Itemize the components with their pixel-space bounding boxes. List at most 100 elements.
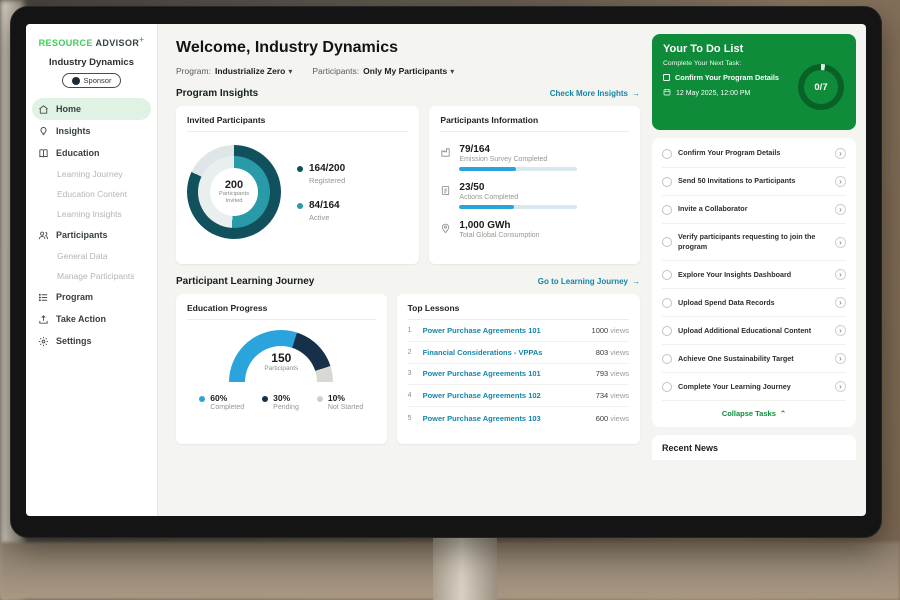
lesson-link[interactable]: Power Purchase Agreements 103 bbox=[422, 413, 541, 423]
task-label: Send 50 Invitations to Participants bbox=[678, 176, 796, 186]
book-icon bbox=[39, 148, 48, 158]
task-row-upload-spend-data[interactable]: Upload Spend Data Records › bbox=[662, 289, 846, 318]
chevron-right-icon[interactable]: › bbox=[835, 381, 846, 393]
sidebar-item-program[interactable]: Program bbox=[26, 286, 157, 308]
stat-label: Total Global Consumption bbox=[459, 232, 540, 239]
sidebar-item-participants[interactable]: Participants bbox=[26, 224, 157, 246]
go-to-learning-journey-link[interactable]: Go to Learning Journey → bbox=[538, 277, 640, 286]
sidebar-item-learning-journey[interactable]: Learning Journey bbox=[26, 164, 157, 184]
task-row-verify-participants[interactable]: Verify participants requesting to join t… bbox=[662, 224, 846, 262]
checklist-icon bbox=[440, 183, 451, 196]
sidebar-item-label: Participants bbox=[56, 230, 108, 240]
learning-journey-title: Participant Learning Journey bbox=[176, 276, 315, 287]
checkbox-icon[interactable] bbox=[663, 74, 670, 81]
checkbox-icon[interactable] bbox=[662, 381, 672, 392]
sidebar-item-home[interactable]: Home bbox=[32, 98, 151, 120]
legend-label: Active bbox=[309, 212, 330, 222]
collapse-tasks-button[interactable]: Collapse Tasks ⌃ bbox=[662, 401, 846, 427]
sidebar-item-take-action[interactable]: Take Action bbox=[26, 308, 157, 330]
legend-not-started: 10% Not Started bbox=[316, 393, 364, 411]
checkbox-icon[interactable] bbox=[662, 353, 672, 364]
chevron-right-icon[interactable]: › bbox=[835, 297, 846, 309]
task-row-complete-learning-journey[interactable]: Complete Your Learning Journey › bbox=[662, 373, 846, 402]
participants-filter[interactable]: Participants: Only My Participants ▾ bbox=[312, 66, 454, 76]
legend-value: 164/200 bbox=[309, 162, 346, 174]
dashboard-screen: RESOURCE ADVISOR+ Industry Dynamics Spon… bbox=[26, 24, 866, 516]
task-row-upload-educational-content[interactable]: Upload Additional Educational Content › bbox=[662, 317, 846, 346]
legend-value: 10% bbox=[327, 393, 345, 403]
checkbox-icon[interactable] bbox=[662, 204, 672, 215]
todo-progress-ring: 0/7 bbox=[798, 64, 844, 110]
org-name: Industry Dynamics bbox=[49, 57, 134, 68]
task-row-invite-collaborator[interactable]: Invite a Collaborator › bbox=[662, 196, 846, 224]
lesson-views: 600 views bbox=[595, 413, 629, 423]
checkbox-icon[interactable] bbox=[662, 297, 672, 308]
lesson-row: 2 Financial Considerations - VPPAs 803 vi… bbox=[407, 342, 629, 364]
todo-panel: Your To Do List Complete Your Next Task:… bbox=[652, 24, 866, 516]
chevron-right-icon[interactable]: › bbox=[835, 204, 846, 215]
program-filter-label: Program: bbox=[176, 66, 211, 76]
check-more-insights-link[interactable]: Check More Insights → bbox=[550, 89, 640, 98]
sidebar-item-education-content[interactable]: Education Content bbox=[26, 184, 157, 204]
link-label: Check More Insights bbox=[549, 89, 628, 98]
sidebar-item-manage-participants[interactable]: Manage Participants bbox=[26, 266, 157, 286]
monitor-bezel: RESOURCE ADVISOR+ Industry Dynamics Spon… bbox=[10, 6, 882, 538]
legend-completed: 60% Completed bbox=[199, 393, 244, 411]
chevron-down-icon: ▾ bbox=[450, 66, 455, 76]
legend-label: Not Started bbox=[327, 404, 364, 411]
card-title: Participants Information bbox=[440, 115, 629, 132]
sidebar-item-label: Education Content bbox=[57, 189, 127, 199]
participants-filter-value: Only My Participants bbox=[363, 66, 448, 76]
arrow-right-icon: → bbox=[632, 89, 640, 98]
task-row-confirm-program[interactable]: Confirm Your Program Details › bbox=[662, 140, 846, 168]
checkbox-icon[interactable] bbox=[662, 176, 672, 187]
gauge-center-value: 150 bbox=[271, 351, 292, 365]
app-logo: RESOURCE ADVISOR+ bbox=[26, 35, 157, 48]
education-gauge-chart: 150 Participants bbox=[229, 330, 334, 382]
invited-participants-card: Invited Participants 200 Participants In… bbox=[176, 106, 420, 264]
sidebar-item-settings[interactable]: Settings bbox=[26, 330, 157, 352]
chevron-right-icon[interactable]: › bbox=[835, 325, 846, 337]
link-label: Go to Learning Journey bbox=[537, 277, 628, 286]
task-row-achieve-target[interactable]: Achieve One Sustainability Target › bbox=[662, 345, 846, 374]
calendar-icon bbox=[663, 88, 671, 98]
gauge-center: 150 Participants bbox=[229, 351, 333, 372]
checkbox-icon[interactable] bbox=[662, 237, 672, 248]
sidebar-item-education[interactable]: Education bbox=[26, 142, 157, 164]
chevron-right-icon[interactable]: › bbox=[835, 269, 846, 281]
completed-dot-icon bbox=[199, 396, 206, 402]
chevron-right-icon[interactable]: › bbox=[835, 353, 846, 365]
stat-global-consumption: 1,000 GWh Total Global Consumption bbox=[440, 220, 629, 239]
registered-dot-icon bbox=[297, 165, 303, 172]
sidebar-item-general-data[interactable]: General Data bbox=[26, 246, 157, 266]
todo-next-task[interactable]: Confirm Your Program Details bbox=[663, 73, 798, 82]
legend-pending: 30% Pending bbox=[262, 393, 299, 411]
checkbox-icon[interactable] bbox=[662, 269, 672, 280]
lesson-link[interactable]: Power Purchase Agreements 101 bbox=[422, 369, 541, 379]
chevron-right-icon[interactable]: › bbox=[835, 176, 846, 187]
stat-actions-completed: 23/50 Actions Completed bbox=[440, 182, 629, 209]
checkbox-icon[interactable] bbox=[662, 148, 672, 159]
education-progress-card: Education Progress 150 Participants bbox=[176, 294, 387, 444]
sidebar-item-label: Program bbox=[56, 292, 94, 302]
todo-summary-card: Your To Do List Complete Your Next Task:… bbox=[652, 34, 856, 130]
task-row-send-invitations[interactable]: Send 50 Invitations to Participants › bbox=[662, 168, 846, 196]
sidebar-item-learning-insights[interactable]: Learning Insights bbox=[26, 204, 157, 224]
card-title: Education Progress bbox=[187, 303, 376, 320]
sidebar-item-label: General Data bbox=[57, 251, 108, 261]
program-insights-title: Program Insights bbox=[176, 88, 259, 99]
recent-news-title: Recent News bbox=[662, 443, 719, 454]
todo-task-list: Confirm Your Program Details › Send 50 I… bbox=[652, 138, 856, 428]
sponsor-badge[interactable]: Sponsor bbox=[61, 73, 122, 88]
checkbox-icon[interactable] bbox=[662, 325, 672, 336]
task-row-explore-insights[interactable]: Explore Your Insights Dashboard › bbox=[662, 261, 846, 290]
lesson-link[interactable]: Financial Considerations - VPPAs bbox=[422, 347, 543, 357]
lesson-link[interactable]: Power Purchase Agreements 102 bbox=[422, 391, 541, 401]
chevron-right-icon[interactable]: › bbox=[835, 148, 846, 159]
sidebar-item-label: Take Action bbox=[56, 314, 107, 324]
chevron-right-icon[interactable]: › bbox=[835, 236, 846, 248]
lesson-link[interactable]: Power Purchase Agreements 101 bbox=[422, 325, 541, 335]
legend-active: 84/164 Active bbox=[297, 200, 345, 222]
sidebar-item-insights[interactable]: Insights bbox=[26, 120, 157, 142]
program-filter[interactable]: Program: Industrialize Zero ▾ bbox=[176, 66, 292, 76]
